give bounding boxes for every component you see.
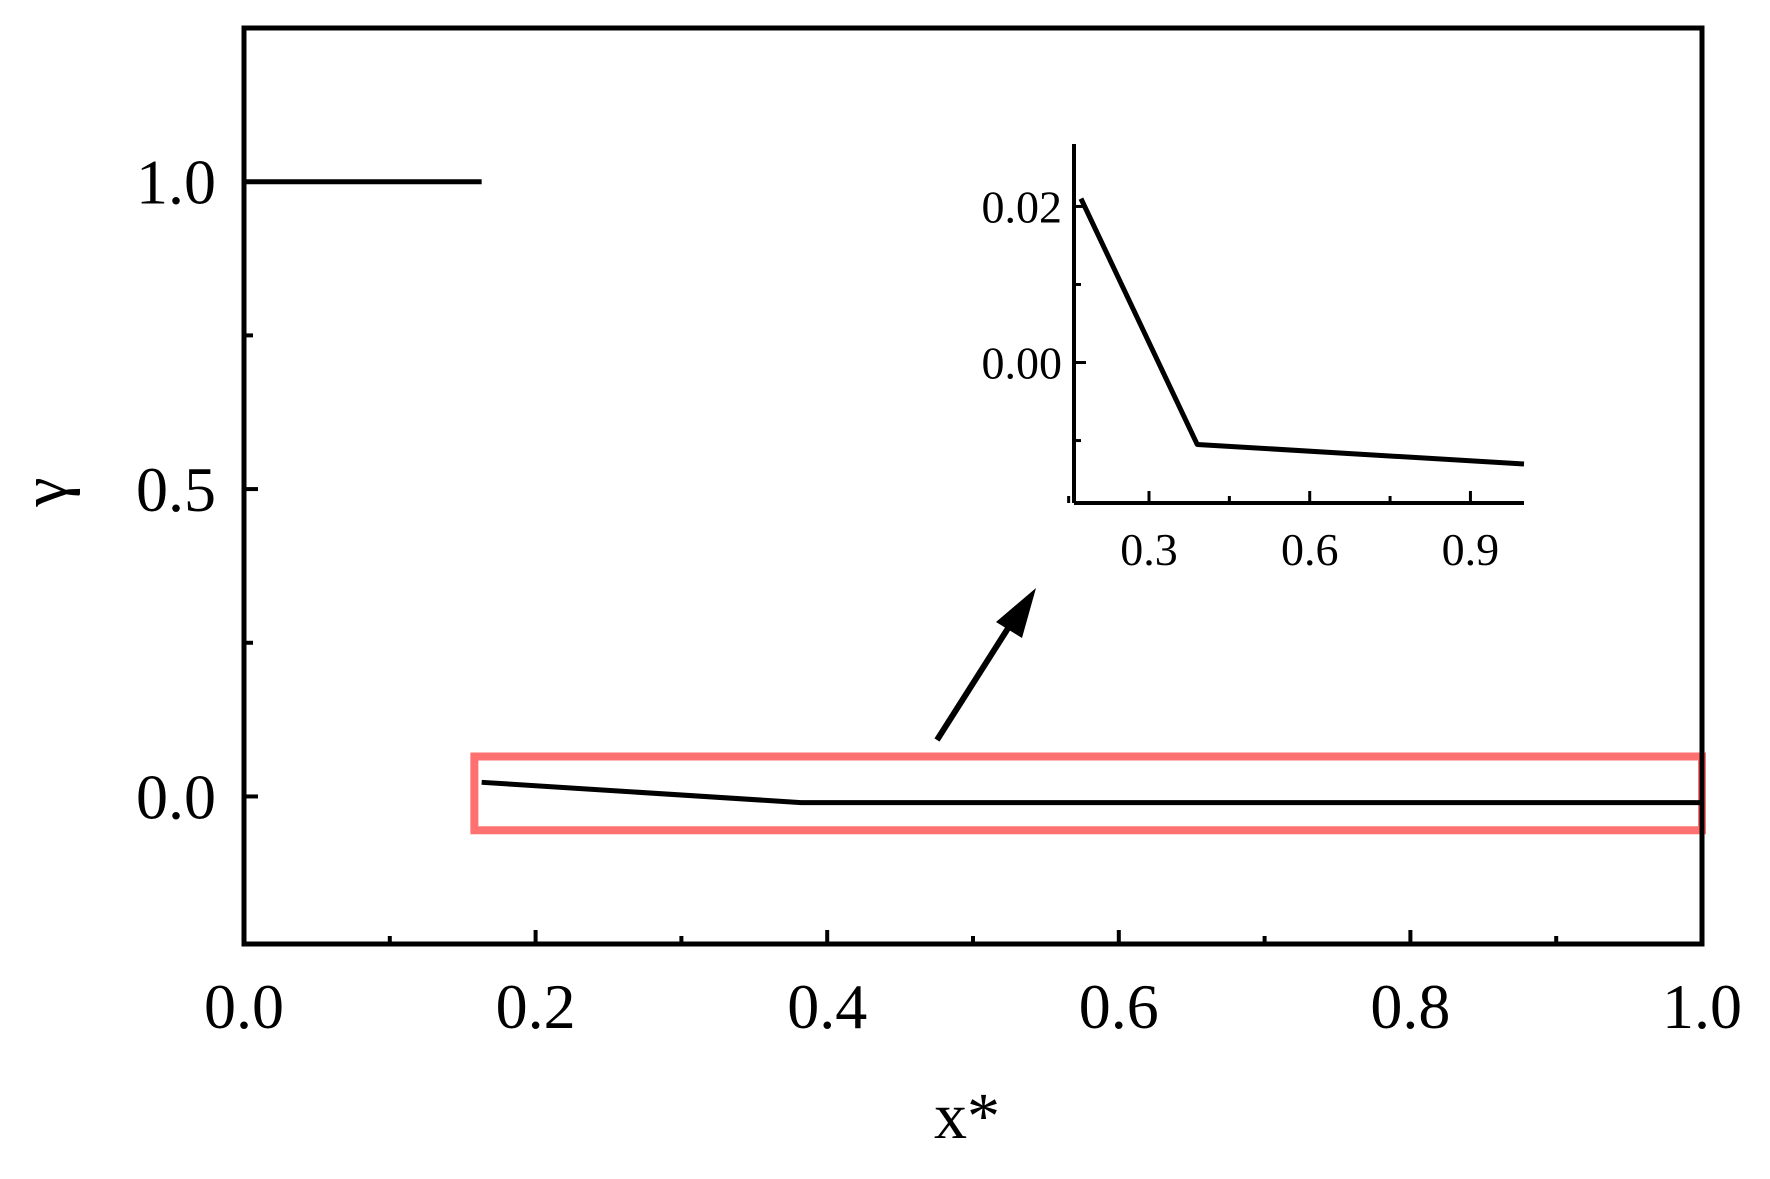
svg-text:x*: x*	[934, 1080, 1000, 1153]
x-tick-label: 0.0	[204, 971, 284, 1042]
y-tick-label: 0.5	[136, 454, 216, 525]
x-tick-label: 0.2	[496, 971, 576, 1042]
arrow-head	[996, 588, 1036, 638]
series-line	[481, 779, 1702, 806]
x-tick-label: 1.0	[1662, 971, 1742, 1042]
inset-y-tick-label: 0.00	[982, 338, 1063, 389]
inset-series-line	[1078, 197, 1525, 467]
x-tick-label: 0.6	[1079, 971, 1159, 1042]
main-plot: 0.0 0.2 0.4 0.6 0.8 1.0 0.0 0.5 1.0	[136, 25, 1742, 1042]
inset-y-tick-label: 0.02	[982, 181, 1063, 232]
y-axis-title: γ	[8, 477, 81, 507]
inset-x-tick-label: 0.6	[1281, 524, 1339, 575]
x-tick-label: 0.4	[787, 971, 867, 1042]
y-tick-label: 0.0	[136, 761, 216, 832]
x-axis-title: x*	[934, 1080, 1000, 1153]
inset-plot: 0.3 0.6 0.9 0.00 0.02	[982, 144, 1525, 575]
y-tick-label: 1.0	[136, 147, 216, 218]
x-tick-label: 0.8	[1370, 971, 1450, 1042]
inset-x-tick-label: 0.3	[1120, 524, 1178, 575]
arrow-shaft	[934, 620, 1015, 742]
inset-x-tick-label: 0.9	[1442, 524, 1500, 575]
plot-frame	[241, 25, 1705, 947]
svg-text:γ: γ	[8, 477, 81, 507]
